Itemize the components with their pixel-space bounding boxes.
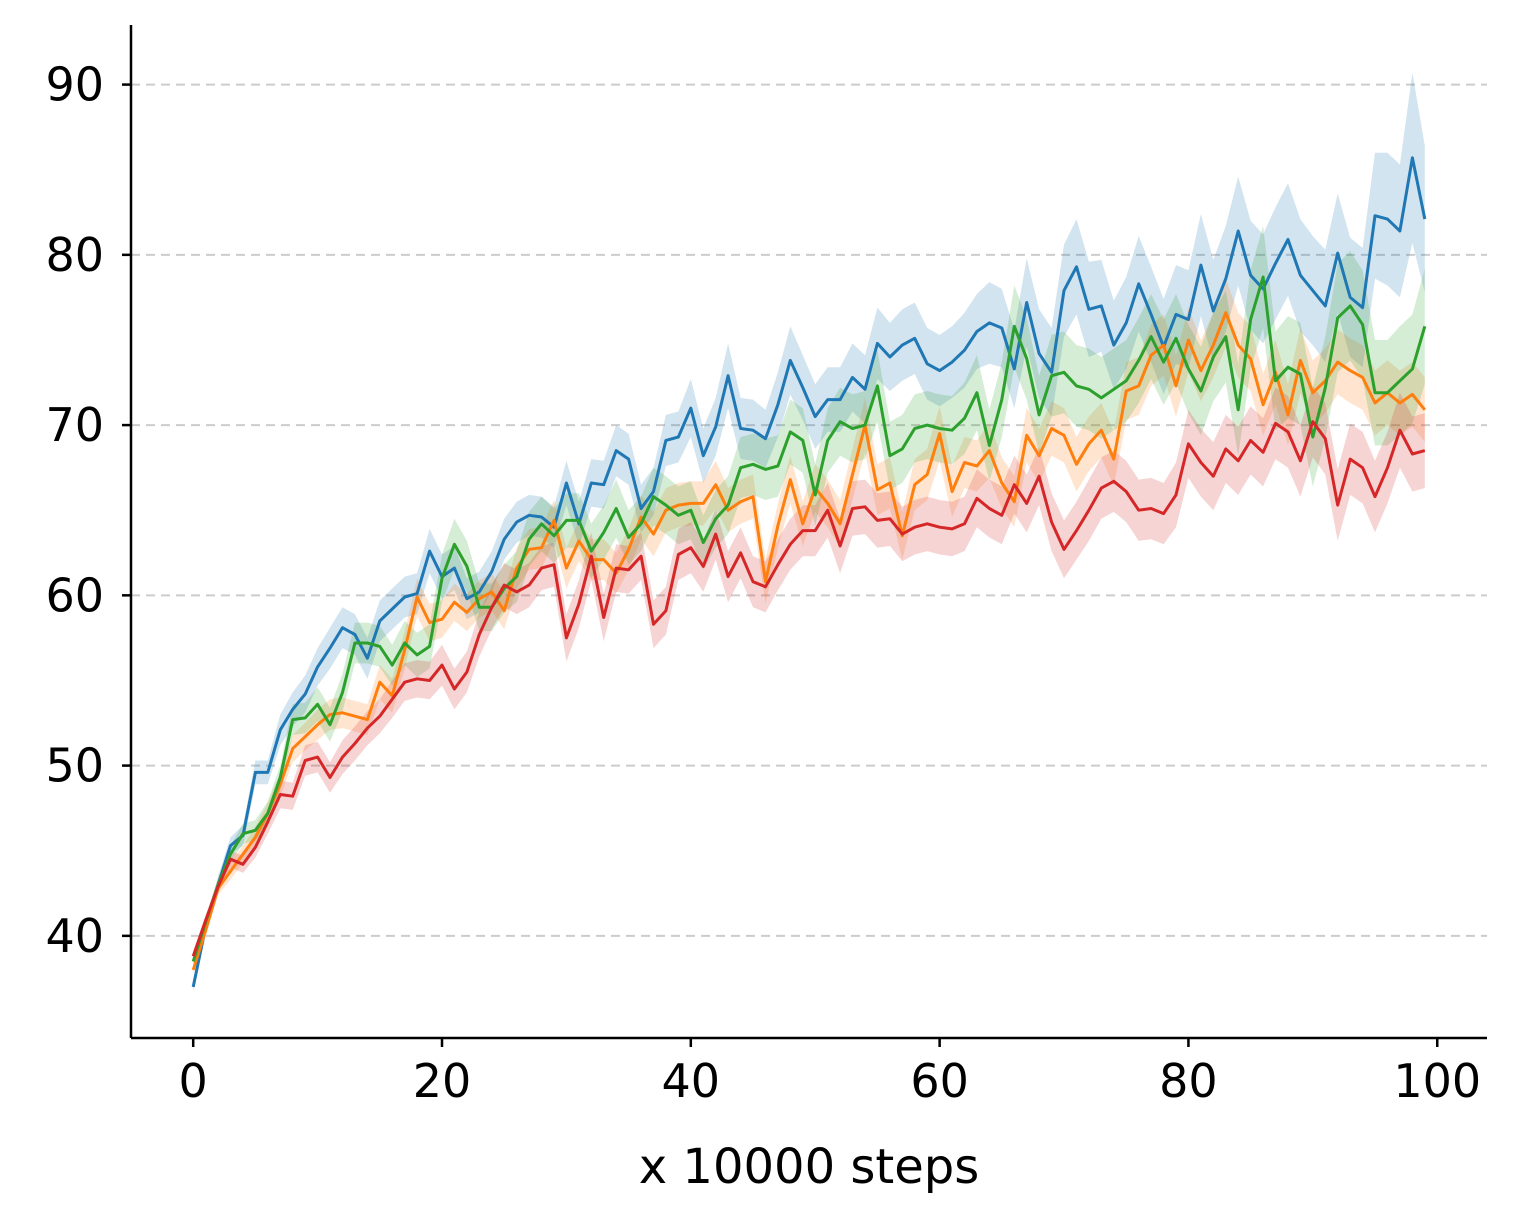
x-tick-label-20: 20 xyxy=(413,1054,472,1108)
series-lines xyxy=(191,156,1427,988)
series-2-band xyxy=(193,278,1425,974)
y-tick-label-80: 80 xyxy=(45,228,104,282)
x-tick-label-80: 80 xyxy=(1159,1054,1218,1108)
y-tick-label-60: 60 xyxy=(45,568,104,622)
x-tick-label-100: 100 xyxy=(1393,1054,1481,1108)
y-tick-label-50: 50 xyxy=(45,739,104,793)
y-tick-label-90: 90 xyxy=(45,58,104,112)
gridlines xyxy=(131,83,1487,937)
axes: 0 20 40 60 80 100 40 50 60 70 80 90 xyxy=(45,25,1487,1108)
x-axis-label: x 10000 steps xyxy=(639,1139,979,1195)
series-3-band xyxy=(193,225,1425,965)
series-4-line xyxy=(191,420,1426,957)
series-4-band xyxy=(193,385,1425,960)
series-1-line xyxy=(191,156,1427,988)
confidence-bands xyxy=(193,72,1425,992)
y-tick-label-70: 70 xyxy=(45,398,104,452)
series-1-band xyxy=(193,72,1425,992)
y-tick-label-40: 40 xyxy=(45,909,104,963)
x-tick-label-0: 0 xyxy=(179,1054,208,1108)
series-3-line xyxy=(191,275,1427,962)
series-2-line xyxy=(191,311,1426,971)
x-tick-label-40: 40 xyxy=(662,1054,721,1108)
x-tick-label-60: 60 xyxy=(910,1054,969,1108)
